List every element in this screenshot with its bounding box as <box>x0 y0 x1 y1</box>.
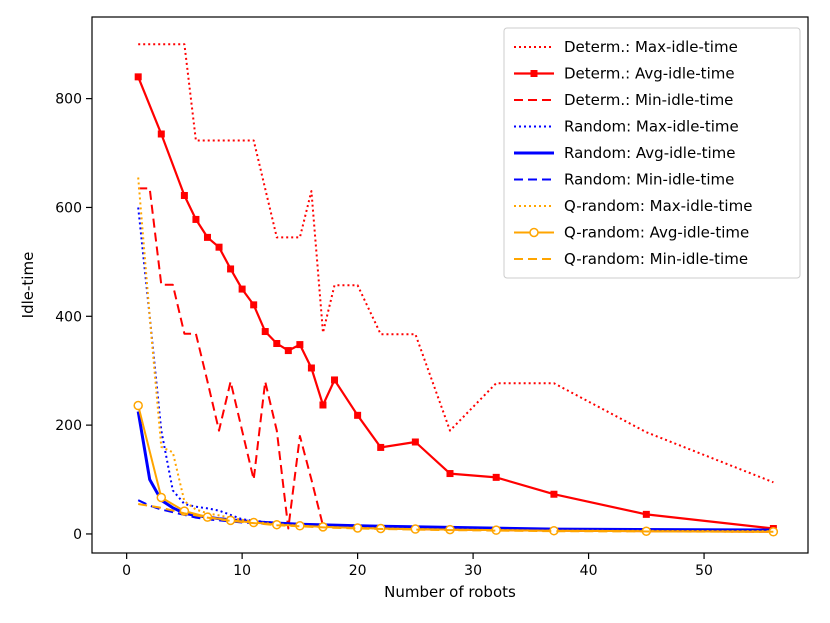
legend-marker <box>529 227 539 238</box>
legend-item-determ-min-idle-time: Determ.: Min-idle-time <box>514 91 733 109</box>
legend: Determ.: Max-idle-time Determ.: Avg-idle-… <box>503 27 801 279</box>
y-tick-label: 400 <box>55 309 82 325</box>
series-determ-avg-idle-time <box>134 73 777 533</box>
legend-label: Random: Avg-idle-time <box>564 144 736 162</box>
legend-label: Q-random: Min-idle-time <box>564 250 748 268</box>
series-layer <box>133 43 779 537</box>
legend-item-q-random-max-idle-time: Q-random: Max-idle-time <box>514 197 752 215</box>
data-point <box>134 73 142 81</box>
data-point <box>215 243 223 251</box>
data-point <box>133 400 143 411</box>
x-tick-label: 30 <box>464 563 482 579</box>
data-point <box>319 401 327 409</box>
legend-label: Random: Max-idle-time <box>564 118 739 136</box>
data-point <box>180 191 188 199</box>
series-determ-max-idle-time <box>138 43 774 484</box>
series-line <box>136 411 774 532</box>
data-point <box>550 490 558 498</box>
legend-label: Determ.: Min-idle-time <box>564 91 733 109</box>
data-point <box>492 473 500 481</box>
legend-item-q-random-min-idle-time: Q-random: Min-idle-time <box>514 250 748 268</box>
series-line <box>137 405 774 533</box>
legend-item-random-min-idle-time: Random: Min-idle-time <box>514 171 734 189</box>
series-line <box>138 43 774 484</box>
data-point <box>238 285 246 293</box>
axes-frame <box>91 16 809 554</box>
legend-label: Q-random: Avg-idle-time <box>564 224 749 242</box>
data-point <box>261 328 269 336</box>
x-axis: 0 10 20 30 40 50 <box>122 553 713 579</box>
data-point <box>273 339 281 347</box>
legend-item-q-random-avg-idle-time: Q-random: Avg-idle-time <box>514 224 749 242</box>
data-point <box>157 130 165 138</box>
x-tick-label: 50 <box>695 563 713 579</box>
legend-item-random-max-idle-time: Random: Max-idle-time <box>514 118 739 136</box>
legend-item-determ-max-idle-time: Determ.: Max-idle-time <box>514 38 738 56</box>
data-point <box>156 492 167 503</box>
y-axis: 0 200 400 600 800 <box>55 92 92 543</box>
legend-label: Random: Min-idle-time <box>564 171 734 189</box>
x-tick-label: 40 <box>580 563 598 579</box>
x-tick-label: 20 <box>349 563 367 579</box>
y-tick-label: 200 <box>55 418 82 434</box>
data-point <box>227 265 235 273</box>
y-tick-label: 800 <box>55 92 82 108</box>
legend-label: Determ.: Avg-idle-time <box>564 65 735 83</box>
x-axis-label: Number of robots <box>384 583 516 601</box>
x-tick-label: 10 <box>233 563 251 579</box>
legend-marker <box>530 70 538 77</box>
data-point <box>411 438 419 446</box>
data-point <box>377 443 385 451</box>
legend-item-determ-avg-idle-time: Determ.: Avg-idle-time <box>514 65 735 83</box>
data-point <box>192 215 200 223</box>
x-tick-label: 0 <box>122 563 131 579</box>
data-point <box>446 470 454 478</box>
legend-item-random-avg-idle-time: Random: Avg-idle-time <box>514 144 736 162</box>
series-random-avg-idle-time <box>136 411 774 532</box>
y-tick-label: 600 <box>55 200 82 216</box>
y-tick-label: 0 <box>73 527 82 543</box>
legend-box <box>503 27 801 279</box>
data-point <box>250 301 258 309</box>
series-q-random-avg-idle-time <box>133 400 779 537</box>
y-axis-label: Idle-time <box>19 252 37 319</box>
legend-label: Q-random: Max-idle-time <box>564 197 752 215</box>
data-point <box>642 510 650 518</box>
data-point <box>284 347 292 355</box>
data-point <box>203 233 211 241</box>
data-point <box>307 364 315 372</box>
data-point <box>354 411 362 419</box>
data-point <box>331 376 339 384</box>
legend-label: Determ.: Max-idle-time <box>564 38 738 56</box>
data-point <box>296 341 304 349</box>
